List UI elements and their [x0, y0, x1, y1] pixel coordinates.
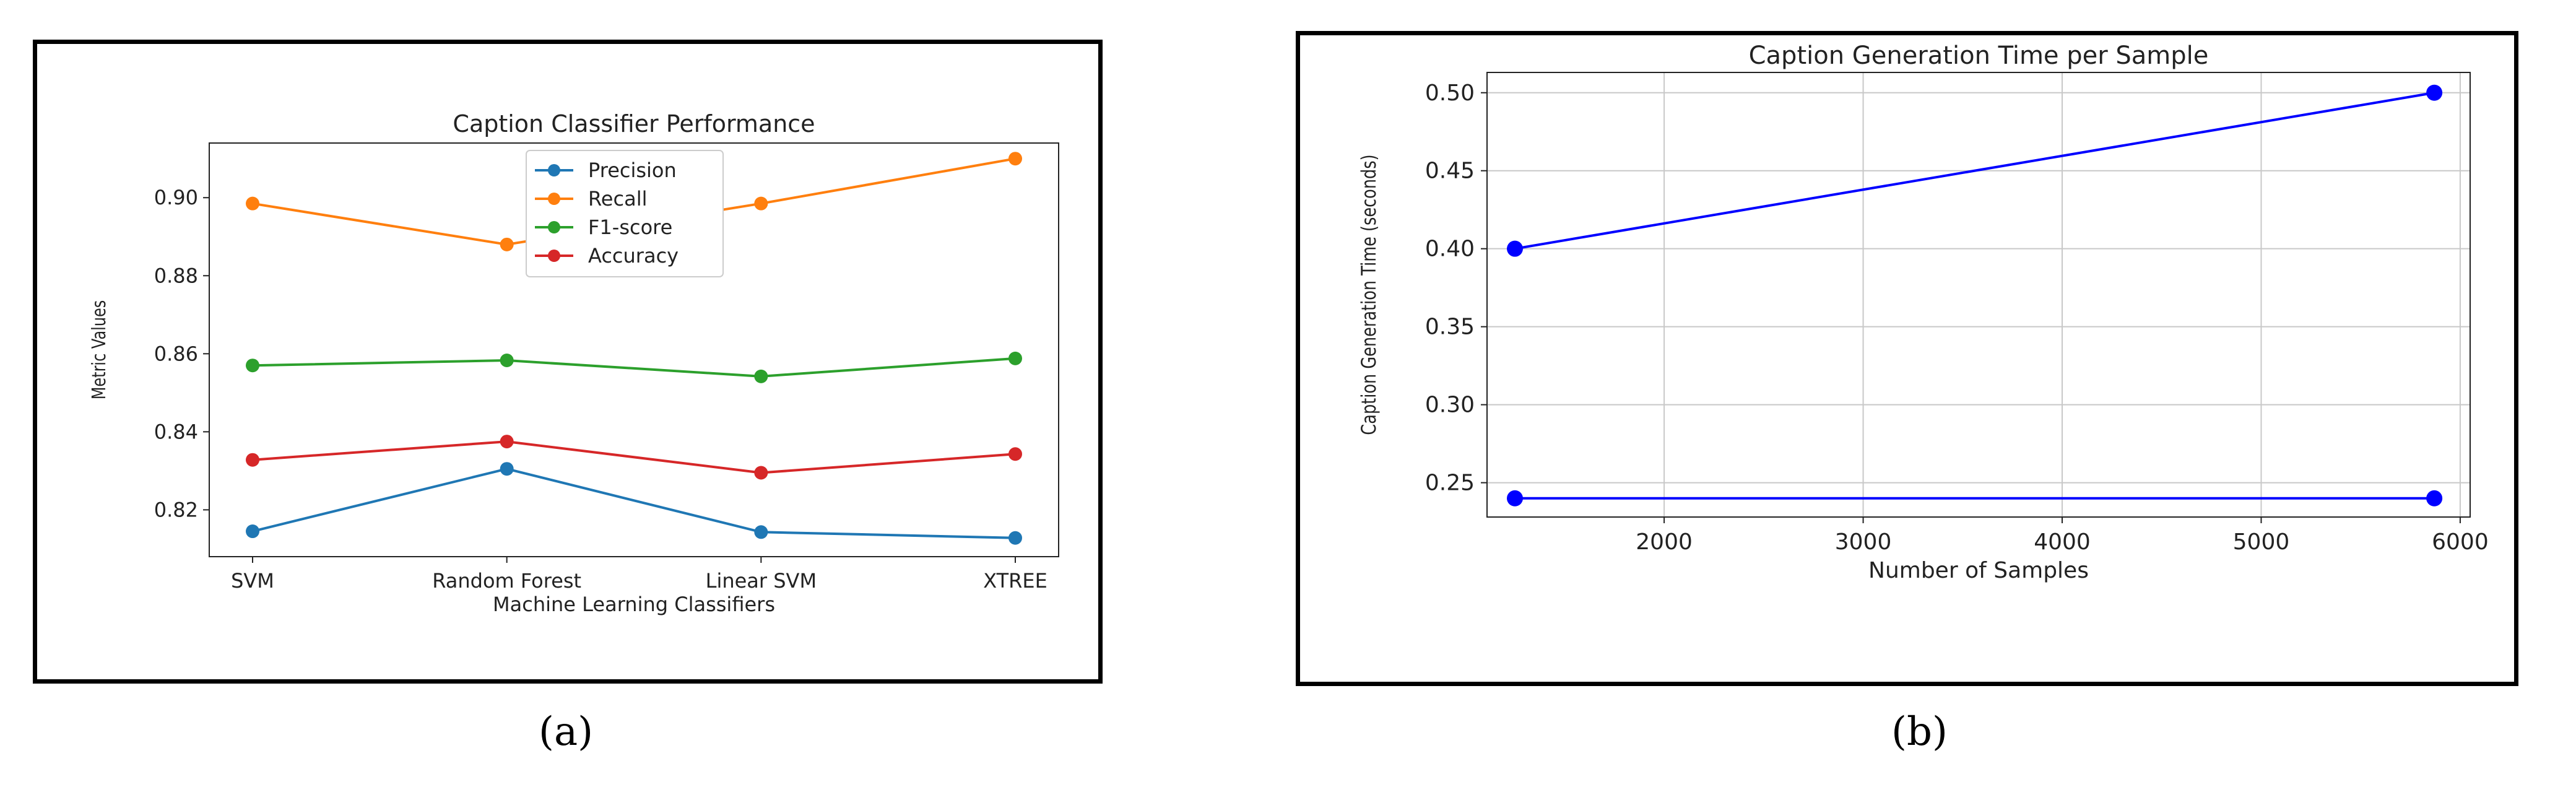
chart-a-point-accuracy-3: [1008, 447, 1022, 461]
chart-a-title: Caption Classifier Performance: [453, 110, 815, 137]
chart-b-series-line-0: [1514, 91, 2435, 250]
chart-b-point-0-1: [2426, 84, 2443, 101]
chart-b-ytick-label-4: 0.45: [1425, 159, 1475, 184]
chart-a-xtick-label-2: Linear SVM: [706, 569, 817, 593]
chart-a-legend-label-1: Recall: [588, 187, 647, 211]
chart-a-legend-label-0: Precision: [588, 159, 677, 182]
chart-a-ytick-label-2: 0.86: [154, 342, 198, 365]
chart-b-ytick-label-2: 0.35: [1425, 315, 1475, 340]
chart-b-xtick-label-2: 4000: [2034, 529, 2091, 555]
chart-a-legend-label-3: Accuracy: [588, 244, 679, 267]
chart-a-ytick-label-0: 0.82: [154, 498, 198, 521]
chart-a-xtick-label-0: SVM: [231, 569, 274, 593]
chart-a-point-f1-score-2: [754, 369, 768, 383]
chart-b-xtick-label-3: 5000: [2233, 529, 2290, 555]
panel-b-frame: Caption Generation Time per Sample 2000 30…: [1296, 31, 2518, 686]
chart-a-point-recall-2: [754, 196, 768, 211]
chart-a-plot-frame: [209, 142, 1059, 557]
chart-a-xtick-label-3: XTREE: [983, 569, 1047, 593]
chart-b-plot-frame: [1486, 72, 2471, 518]
chart-a-point-accuracy-0: [246, 453, 259, 467]
chart-a-legend-marker-2: [548, 221, 560, 233]
chart-a-xtick-label-1: Random Forest: [432, 569, 581, 593]
chart-a-ytick-label-4: 0.90: [154, 186, 198, 209]
subfigure-label-a: (a): [539, 709, 594, 755]
chart-a-ytick-label-3: 0.88: [154, 264, 198, 287]
chart-a-point-precision-2: [754, 525, 768, 539]
subfigure-label-b: (b): [1891, 709, 1948, 755]
chart-b-ylabel: Caption Generation Time (seconds): [1357, 154, 1381, 435]
chart-b-ytick-label-0: 0.25: [1425, 471, 1475, 496]
chart-a-point-recall-3: [1008, 152, 1022, 166]
chart-a-legend-marker-1: [548, 193, 560, 205]
chart-a-point-accuracy-2: [754, 466, 768, 480]
panel-a-frame: Caption Classifier Performance 0.82 0.84 0.…: [33, 40, 1103, 684]
chart-b-title: Caption Generation Time per Sample: [1749, 41, 2209, 70]
chart-a-point-f1-score-3: [1008, 351, 1022, 365]
chart-b-xtick-label-1: 3000: [1835, 529, 1892, 555]
chart-a-classifier-performance: Caption Classifier Performance 0.82 0.84 0.…: [89, 110, 1059, 616]
chart-a-ylabel: Metric Values: [89, 300, 110, 400]
chart-a-point-f1-score-1: [500, 354, 514, 368]
chart-b-ytick-label-3: 0.40: [1425, 237, 1475, 262]
chart-a-legend-box: [526, 150, 724, 277]
chart-b-generation-time: Caption Generation Time per Sample 2000 30…: [1357, 41, 2489, 583]
chart-b-point-1-1: [2426, 490, 2443, 507]
chart-a-point-accuracy-1: [500, 435, 514, 449]
chart-a-point-f1-score-0: [246, 359, 259, 373]
chart-a-series-line-accuracy: [252, 440, 1016, 474]
chart-b-xtick-label-4: 6000: [2432, 529, 2489, 555]
chart-b-point-1-0: [1507, 490, 1524, 507]
chart-b-ytick-label-5: 0.50: [1425, 80, 1475, 106]
chart-a-legend-label-2: F1-score: [588, 215, 672, 239]
chart-a-ytick-label-1: 0.84: [154, 420, 198, 443]
chart-a-point-precision-0: [246, 524, 259, 539]
chart-a-point-precision-3: [1008, 531, 1022, 545]
chart-b-xtick-label-0: 2000: [1636, 529, 1693, 555]
chart-a-point-recall-0: [246, 196, 259, 211]
chart-a-legend-marker-0: [548, 164, 560, 176]
chart-a-legend-marker-3: [548, 250, 560, 262]
chart-a-xlabel: Machine Learning Classifiers: [493, 593, 775, 616]
chart-b-point-0-0: [1507, 240, 1524, 257]
chart-a-series-line-precision: [252, 467, 1016, 539]
chart-a-series-line-f1-score: [252, 357, 1016, 378]
chart-b-ytick-label-1: 0.30: [1425, 393, 1475, 418]
chart-b-xlabel: Number of Samples: [1868, 558, 2089, 583]
chart-a-point-recall-1: [500, 237, 514, 251]
chart-a-point-precision-1: [500, 462, 514, 476]
